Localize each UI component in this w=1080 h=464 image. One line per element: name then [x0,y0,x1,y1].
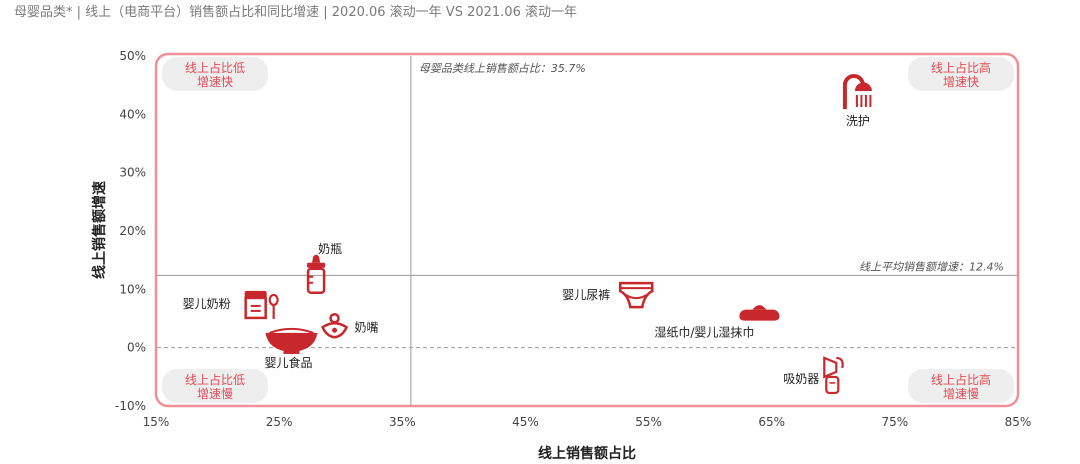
data-point: 婴儿奶粉 [183,290,279,320]
y-tick-label: 10% [119,282,146,296]
pacifier-icon [320,313,349,339]
x-axis-title: 线上销售额占比 [538,445,636,462]
quadrant-label-bottom-left: 线上占比低 增速慢 [162,369,268,403]
svg-text:增速慢: 增速慢 [197,387,233,401]
data-point-label: 洗护 [846,114,870,128]
data-point-label: 婴儿奶粉 [183,297,231,311]
svg-text:线上占比高: 线上占比高 [931,372,991,387]
data-point: 婴儿尿裤 [562,281,654,309]
x-tick-label: 45% [512,415,539,429]
x-tick-label: 25% [266,415,293,429]
y-tick-label: 50% [119,49,146,63]
diaper-icon [619,281,654,309]
x-tick-label: 85% [1005,415,1032,429]
quadrant-label-bottom-right: 线上占比高 增速慢 [908,369,1014,403]
data-point-label: 奶瓶 [318,242,342,256]
breast-pump-icon [823,356,844,395]
y-tick-label: 30% [119,166,146,180]
baby-food-bowl-icon [265,327,318,354]
data-point: 奶瓶 [306,242,342,294]
svg-text:增速快: 增速快 [943,75,979,89]
shower-icon [842,74,872,109]
data-point-label: 湿纸巾/婴儿湿抹巾 [654,325,754,340]
y-tick-label: 20% [119,224,146,238]
baby-bottle-icon [306,254,326,294]
y-tick-label: 40% [119,107,146,121]
data-point-label: 奶嘴 [355,320,379,334]
data-point-label: 婴儿食品 [264,355,312,370]
y-reference-label: 线上平均销售额增速：12.4% [859,260,1004,273]
y-tick-label: 0% [127,341,146,355]
x-tick-label: 55% [635,415,662,429]
chart-title: 母婴品类* | 线上（电商平台）销售额占比和同比增速 | 2020.06 滚动一… [14,5,577,20]
chart-frame [154,52,1020,408]
data-point-label: 婴儿尿裤 [562,288,610,302]
svg-text:线上占比低: 线上占比低 [185,60,245,75]
data-point: 婴儿食品 [264,327,318,370]
data-point: 湿纸巾/婴儿湿抹巾 [654,305,780,340]
y-axis-title: 线上销售额增速 [91,181,108,279]
data-point: 吸奶器 [783,356,844,395]
x-tick-label: 75% [882,415,909,429]
data-point-label: 吸奶器 [783,372,819,386]
svg-text:增速快: 增速快 [197,75,233,89]
svg-text:增速慢: 增速慢 [943,387,979,401]
y-tick-label: -10% [115,399,146,413]
quadrant-label-top-right: 线上占比高 增速快 [908,57,1014,91]
data-point: 洗护 [842,74,872,128]
svg-text:线上占比高: 线上占比高 [931,60,991,75]
milk-powder-icon [244,290,279,320]
svg-text:线上占比低: 线上占比低 [185,372,245,387]
quadrant-label-top-left: 线上占比低 增速快 [162,57,268,91]
x-tick-label: 65% [758,415,785,429]
x-reference-label: 母婴品类线上销售额占比：35.7% [419,62,586,75]
data-point: 奶嘴 [320,313,379,339]
wet-wipes-icon [739,305,780,321]
x-tick-label: 35% [389,415,416,429]
x-tick-label: 15% [143,415,170,429]
